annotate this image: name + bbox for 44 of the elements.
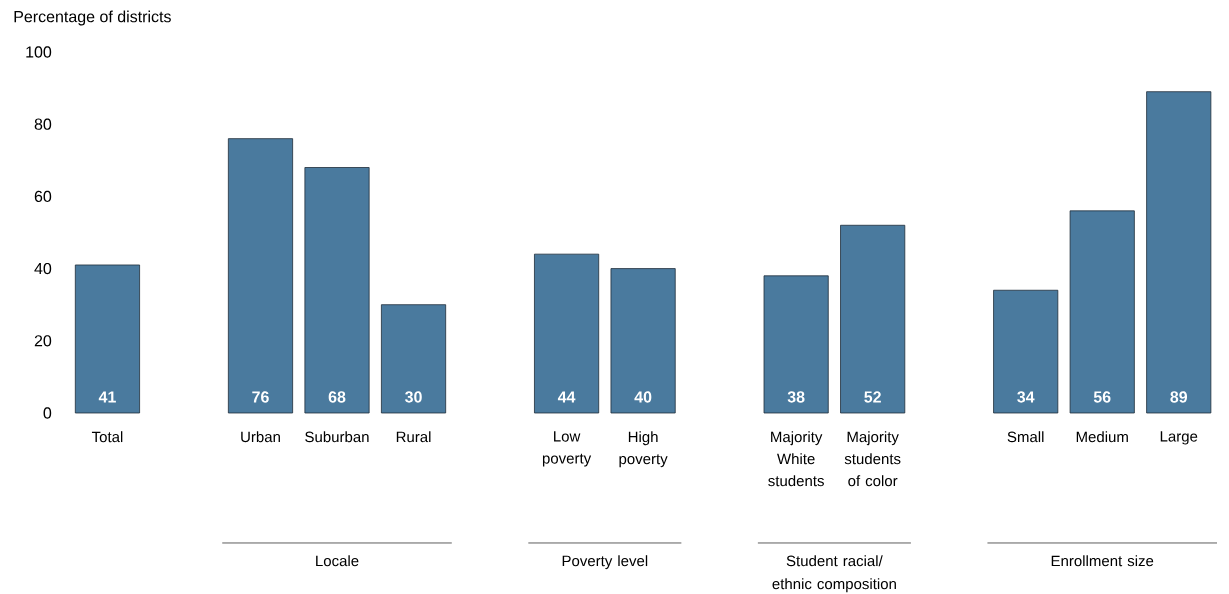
data-label: 76 — [252, 391, 269, 403]
x-tick-label: Majority students of color — [844, 431, 901, 487]
x-tick-label: Low poverty — [542, 431, 592, 467]
x-tick-label: Small — [1007, 431, 1044, 443]
bar — [610, 268, 676, 414]
data-label: 44 — [557, 391, 576, 403]
text: Student racial/ ethnic composition — [772, 555, 896, 593]
y-tick-label: 60 — [34, 190, 52, 203]
data-label: 38 — [787, 391, 805, 403]
x-tick-label: Rural — [396, 431, 431, 443]
data-label: 56 — [1093, 391, 1111, 403]
data-label: 30 — [405, 391, 422, 403]
bar — [1069, 210, 1135, 414]
x-tick-label: Urban — [241, 431, 280, 443]
x-tick-label: Suburban — [305, 431, 369, 443]
bar — [74, 264, 140, 414]
data-label: 52 — [864, 391, 881, 403]
x-tick-label: Total — [91, 431, 123, 443]
bar — [840, 224, 906, 414]
y-tick-label: 100 — [26, 46, 52, 58]
bar — [381, 304, 447, 414]
bar — [1146, 91, 1212, 414]
data-label: 89 — [1170, 391, 1188, 403]
y-tick-label: 40 — [34, 262, 52, 275]
y-tick-label: 0 — [43, 407, 52, 419]
bar — [763, 275, 829, 414]
x-tick-label: Medium — [1076, 431, 1128, 443]
text: Enrollment size — [1051, 555, 1154, 567]
data-label: 68 — [328, 391, 346, 403]
y-axis-title: Percentage of districts — [14, 10, 171, 26]
x-tick-label: Majority White students — [768, 431, 824, 487]
y-tick-label: 80 — [34, 118, 52, 130]
x-tick-label: High poverty — [619, 431, 668, 468]
bar — [304, 167, 370, 414]
data-label: 34 — [1017, 391, 1035, 403]
bar — [993, 289, 1059, 414]
y-tick-label: 20 — [34, 335, 52, 347]
data-label: 41 — [98, 391, 116, 403]
bar — [534, 253, 600, 414]
bar — [227, 138, 294, 414]
data-label: 40 — [634, 391, 652, 403]
text: Poverty level — [562, 555, 648, 570]
text: Locale — [316, 555, 359, 567]
x-tick-label: Large — [1160, 431, 1198, 445]
